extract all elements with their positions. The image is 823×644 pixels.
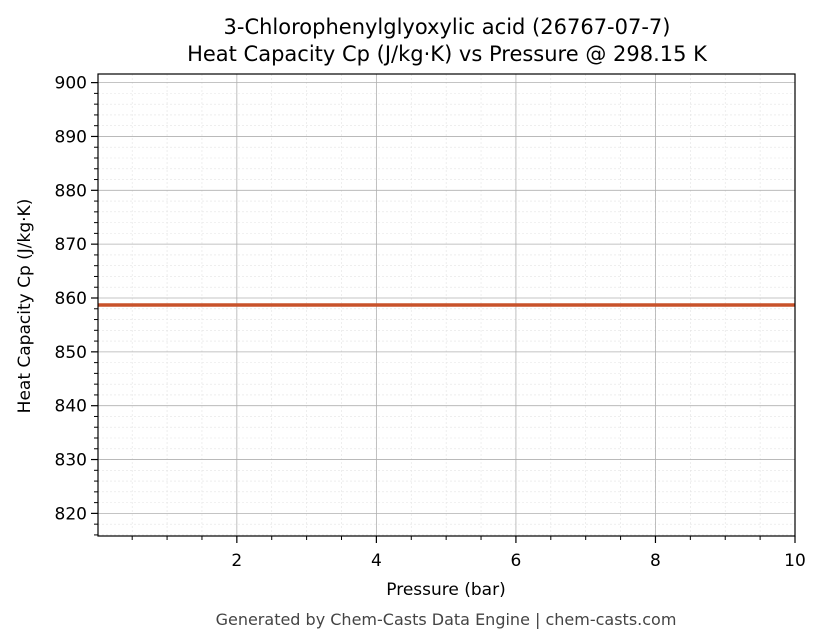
chart-title: 3-Chlorophenylglyoxylic acid (26767-07-7… xyxy=(224,15,671,39)
chart-subtitle: Heat Capacity Cp (J/kg·K) vs Pressure @ … xyxy=(187,42,708,66)
y-tick-label: 870 xyxy=(55,235,87,255)
y-tick-label: 890 xyxy=(55,127,87,147)
x-tick-label: 8 xyxy=(650,551,661,571)
footer-credit: Generated by Chem-Casts Data Engine | ch… xyxy=(216,610,677,629)
x-tick-label: 10 xyxy=(784,551,806,571)
y-tick-label: 840 xyxy=(55,397,87,417)
x-tick-label: 6 xyxy=(511,551,522,571)
y-tick-label: 820 xyxy=(55,504,87,524)
y-tick-label: 830 xyxy=(55,451,87,471)
x-tick-label: 2 xyxy=(231,551,242,571)
y-tick-label: 860 xyxy=(55,289,87,309)
y-tick-label: 880 xyxy=(55,181,87,201)
x-axis-label: Pressure (bar) xyxy=(386,580,505,600)
y-tick-label: 900 xyxy=(55,74,87,94)
x-tick-label: 4 xyxy=(371,551,382,571)
y-axis-label: Heat Capacity Cp (J/kg·K) xyxy=(15,199,35,414)
y-tick-label: 850 xyxy=(55,343,87,363)
